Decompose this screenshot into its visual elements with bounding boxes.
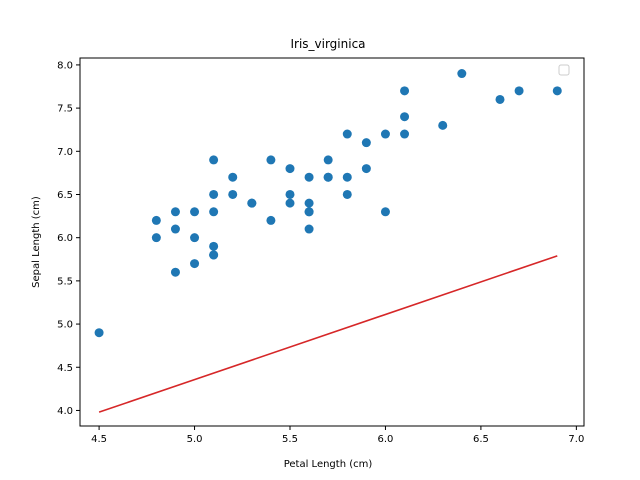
data-point xyxy=(380,129,390,139)
x-tick-label: 5.5 xyxy=(282,434,298,445)
data-point xyxy=(151,215,161,225)
data-point xyxy=(190,259,200,269)
data-point xyxy=(304,207,314,217)
data-point xyxy=(304,198,314,208)
data-point xyxy=(342,129,352,139)
x-tick-label: 6.5 xyxy=(473,434,489,445)
x-axis-label: Petal Length (cm) xyxy=(284,459,373,470)
x-tick-label: 6.0 xyxy=(378,434,394,445)
data-point xyxy=(323,172,333,182)
data-point xyxy=(285,198,295,208)
data-point xyxy=(438,120,448,130)
data-point xyxy=(247,198,257,208)
x-axis-ticks: 4.5 5.0 5.5 6.0 6.5 7.0 xyxy=(91,426,584,445)
data-point xyxy=(94,328,104,338)
data-point xyxy=(304,224,314,234)
data-point xyxy=(170,207,180,217)
data-point xyxy=(285,189,295,199)
y-tick-label: 4.5 xyxy=(57,363,73,374)
data-point xyxy=(190,233,200,243)
y-tick-label: 8.0 xyxy=(57,60,73,71)
data-point xyxy=(266,215,276,225)
data-point xyxy=(361,138,371,148)
data-point xyxy=(151,233,161,243)
data-point xyxy=(209,250,219,260)
data-point xyxy=(209,155,219,165)
data-point xyxy=(552,86,562,96)
data-point xyxy=(342,189,352,199)
data-point xyxy=(228,189,238,199)
data-point xyxy=(228,172,238,182)
plot-area xyxy=(94,69,562,413)
data-point xyxy=(209,189,219,199)
plot-frame xyxy=(79,57,585,427)
data-point xyxy=(400,86,410,96)
y-tick-label: 6.5 xyxy=(57,190,73,201)
data-point xyxy=(285,164,295,174)
data-point xyxy=(304,172,314,182)
data-point xyxy=(380,207,390,217)
data-point xyxy=(209,207,219,217)
y-tick-label: 5.0 xyxy=(57,320,73,331)
x-tick-label: 5.0 xyxy=(187,434,203,445)
data-point xyxy=(170,224,180,234)
y-axis-label: Sepal Length (cm) xyxy=(31,196,42,288)
data-point xyxy=(400,112,410,122)
regression-line xyxy=(98,255,558,413)
y-tick-label: 4.0 xyxy=(57,406,73,417)
y-tick-label: 5.5 xyxy=(57,276,73,287)
data-point xyxy=(170,267,180,277)
legend-box xyxy=(558,64,570,76)
x-tick-label: 4.5 xyxy=(91,434,107,445)
data-point xyxy=(209,241,219,251)
x-tick-label: 7.0 xyxy=(568,434,584,445)
y-axis-ticks: 4.0 4.5 5.0 5.5 6.0 6.5 7.0 7.5 8.0 xyxy=(57,60,80,417)
data-point xyxy=(400,129,410,139)
data-point xyxy=(342,172,352,182)
data-point xyxy=(457,69,467,79)
chart-title: Iris_virginica xyxy=(290,37,365,51)
data-point xyxy=(266,155,276,165)
data-point xyxy=(361,164,371,174)
data-point xyxy=(514,86,524,96)
data-point xyxy=(190,207,200,217)
y-tick-label: 7.5 xyxy=(57,104,73,115)
y-tick-label: 7.0 xyxy=(57,147,73,158)
data-point xyxy=(323,155,333,165)
data-point xyxy=(495,94,505,104)
y-tick-label: 6.0 xyxy=(57,233,73,244)
